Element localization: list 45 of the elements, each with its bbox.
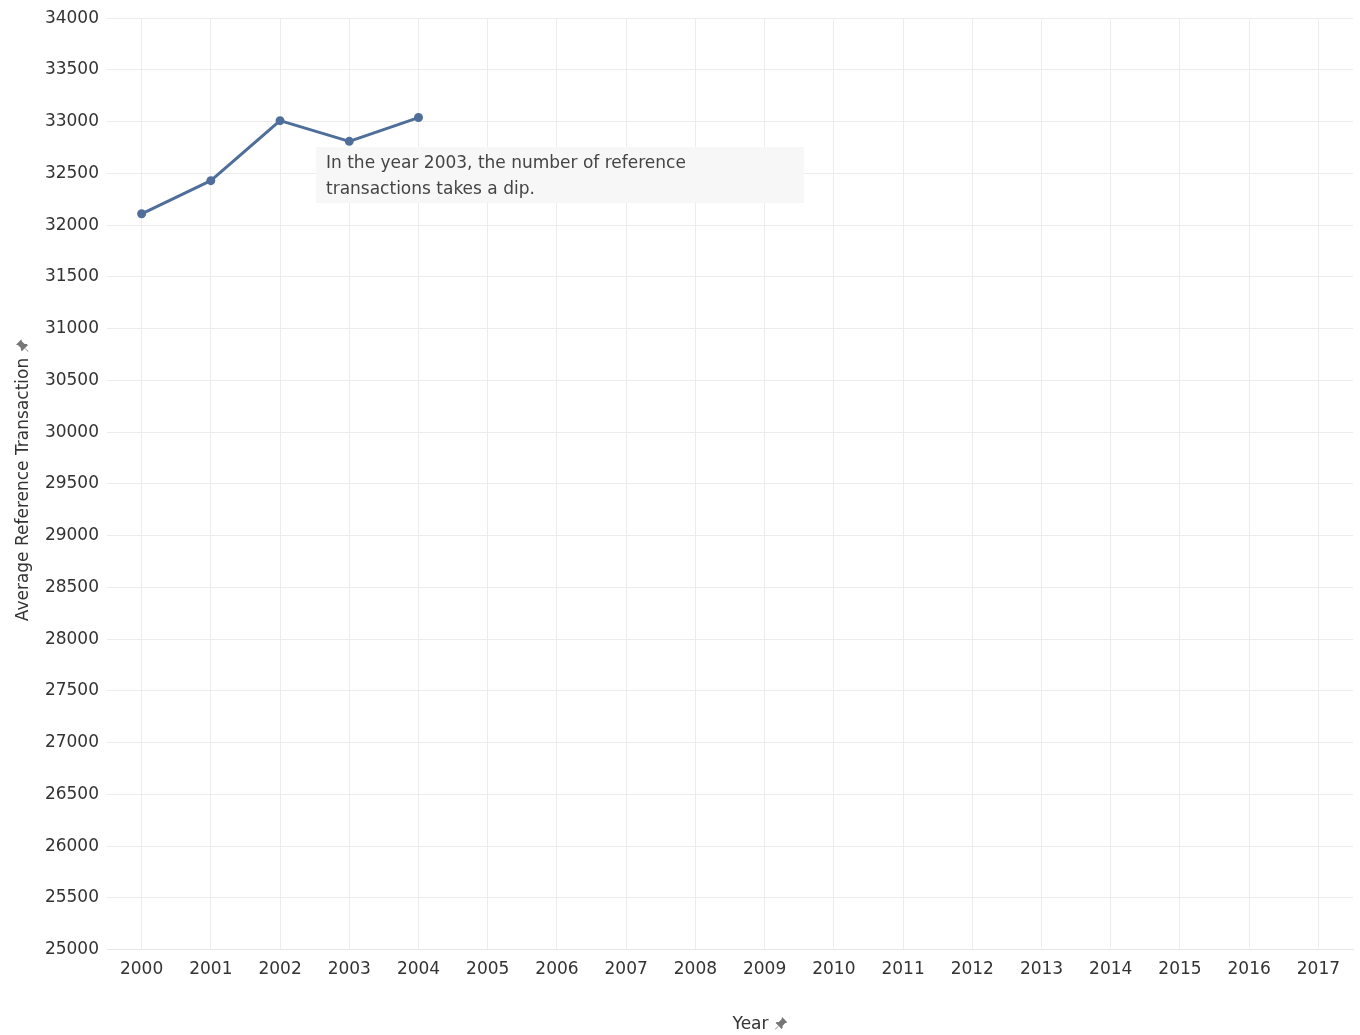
- point: [275, 116, 285, 126]
- x-tick-label: 2006: [535, 958, 579, 979]
- point: [137, 209, 147, 219]
- y-tick-label: 25500: [44, 886, 99, 907]
- x-tick-label: 2003: [327, 958, 371, 979]
- x-tick-label: 2000: [119, 958, 164, 979]
- point: [414, 113, 423, 123]
- point: [206, 176, 216, 186]
- x-axis-title: Year: [732, 1013, 769, 1033]
- y-tick-label: 33500: [44, 58, 99, 79]
- x-tick-label: 2005: [466, 958, 510, 979]
- y-tick-label: 25000: [44, 938, 99, 959]
- y-tick-label: 28000: [44, 627, 99, 648]
- x-tick-label: 2001: [189, 958, 233, 979]
- x-tick-label: 2004: [396, 958, 441, 979]
- y-tick-label: 32500: [44, 161, 99, 182]
- x-tick-label: 2017: [1296, 958, 1341, 979]
- point: [344, 136, 354, 146]
- y-tick-label: 34000: [44, 6, 99, 27]
- x-tick-label: 2011: [881, 958, 925, 979]
- callout-box: In the year 2003, the number of reference transactions takes a dip.: [316, 147, 804, 203]
- y-tick-label: 27000: [44, 731, 99, 752]
- y-tick-label: 28500: [44, 575, 99, 596]
- x-tick-label: 2007: [604, 958, 648, 979]
- y-tick-label: 27500: [44, 679, 99, 700]
- y-tick-label: 30000: [44, 420, 99, 441]
- y-tick-label: 33000: [44, 110, 99, 131]
- x-tick-label: 2009: [742, 958, 787, 979]
- x-tick-label: 2016: [1227, 958, 1271, 979]
- x-tick-label: 2002: [258, 958, 302, 979]
- x-tick-label: 2012: [950, 958, 994, 979]
- y-tick-label: 30500: [44, 368, 99, 389]
- y-tick-label: 29500: [44, 472, 99, 493]
- y-tick-label: 29000: [44, 524, 99, 545]
- x-tick-label: 2014: [1089, 958, 1133, 979]
- y-tick-label: 32000: [44, 213, 99, 234]
- y-tick-label: 26500: [44, 782, 99, 803]
- y-tick-label: 31000: [44, 317, 99, 338]
- x-tick-label: 2015: [1158, 958, 1202, 979]
- x-tick-label: 2013: [1019, 958, 1064, 979]
- y-axis-title: Average Reference Transaction: [12, 357, 32, 622]
- y-tick-label: 31500: [44, 265, 99, 286]
- x-tick-label: 2008: [673, 958, 718, 979]
- x-tick-label: 2010: [812, 958, 856, 979]
- y-tick-label: 26000: [44, 834, 99, 855]
